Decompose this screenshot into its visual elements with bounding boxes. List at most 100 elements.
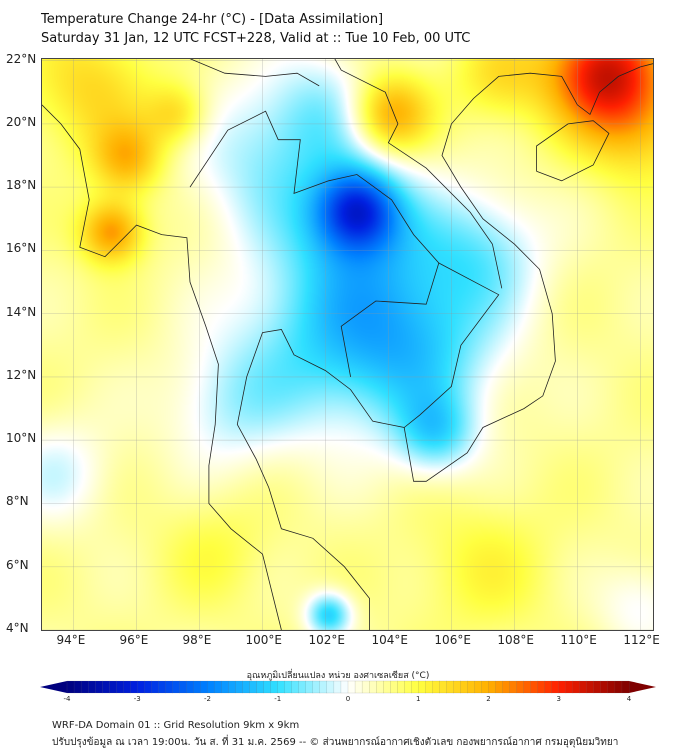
colorbar-segment (411, 680, 419, 694)
x-tick-label: 100°E (245, 633, 282, 647)
colorbar-segment (123, 680, 131, 694)
colorbar-segment (326, 680, 335, 694)
colorbar-segment (347, 680, 356, 694)
colorbar-segment (214, 680, 222, 694)
border-laos-vietnam (334, 59, 503, 289)
y-tick-label: 20°N (6, 114, 37, 129)
colorbar-segment (432, 680, 440, 694)
colorbar-tick-label: 3 (556, 695, 561, 703)
colorbar-segment (354, 680, 363, 694)
colorbar-segment (509, 680, 517, 694)
colorbar-segment (66, 680, 75, 694)
colorbar-segment (333, 680, 342, 694)
colorbar-segment (425, 680, 433, 694)
y-tick-label: 6°N (6, 557, 29, 572)
colorbar-segment (151, 680, 159, 694)
y-tick-label: 12°N (6, 367, 37, 382)
colorbar-segment (614, 680, 623, 694)
colorbar-segment (446, 680, 454, 694)
colorbar-segment (481, 680, 489, 694)
colorbar-segment (291, 680, 300, 694)
x-tick-label: 104°E (371, 633, 408, 647)
colorbar-tick-label: -2 (204, 695, 211, 703)
colorbar-segment (361, 680, 370, 694)
footer-update-info: ปรับปรุงข้อมูล ณ เวลา 19:00น. วัน ส. ที่… (52, 737, 619, 748)
colorbar-segment (495, 680, 503, 694)
colorbar-min-extend (40, 681, 67, 693)
colorbar-segment (376, 680, 384, 694)
colorbar-segment (179, 680, 187, 694)
colorbar-segment (600, 680, 609, 694)
colorbar-tick-label: 4 (626, 695, 632, 703)
colorbar-segment (558, 680, 567, 694)
y-tick-label: 14°N (6, 304, 37, 319)
colorbar-segment (109, 680, 117, 694)
border-thailand (189, 110, 440, 377)
map-overlay (42, 59, 653, 630)
colorbar-segment (221, 680, 229, 694)
colorbar-segment (607, 680, 616, 694)
colorbar-segment (502, 680, 510, 694)
colorbar-segment (565, 680, 574, 694)
colorbar-segment (551, 680, 560, 694)
map-subtitle: Saturday 31 Jan, 12 UTC FCST+228, Valid … (41, 31, 471, 46)
colorbar-segment (488, 680, 496, 694)
colorbar-segment (172, 680, 180, 694)
colorbar-segment (537, 680, 546, 694)
colorbar-segment (418, 680, 426, 694)
x-tick-label: 94°E (56, 633, 86, 647)
colorbar-segment (579, 680, 588, 694)
colorbar-segment (460, 680, 468, 694)
colorbar-segment (340, 680, 349, 694)
colorbar-segment (73, 680, 82, 694)
colorbar-segment (572, 680, 581, 694)
colorbar-segment (305, 680, 314, 694)
colorbar-segment (390, 680, 398, 694)
colorbar-tick-label: -4 (63, 695, 71, 703)
colorbar-segment (284, 680, 293, 694)
colorbar-segment (621, 680, 630, 694)
y-tick-label: 4°N (6, 621, 29, 635)
colorbar-segment (467, 680, 475, 694)
colorbar-segment (200, 680, 208, 694)
colorbar-segment (249, 680, 258, 694)
x-tick-label: 110°E (560, 633, 597, 647)
colorbar-tick-label: 0 (345, 695, 351, 703)
colorbar-segment (312, 680, 321, 694)
colorbar-label: อุณหภูมิเปลี่ยนแปลง หน่วย องศาเซลเซียส (… (246, 671, 430, 681)
colorbar-tick-label: 2 (486, 695, 491, 703)
colorbar-segment (193, 680, 201, 694)
footer-model-info: WRF-DA Domain 01 :: Grid Resolution 9km … (52, 720, 300, 731)
colorbar-segment (277, 680, 286, 694)
colorbar-segment (516, 680, 525, 694)
colorbar-segment (369, 680, 377, 694)
y-tick-label: 22°N (6, 51, 37, 66)
y-tick-label: 16°N (6, 241, 37, 256)
colorbar-segment (80, 680, 89, 694)
y-tick-label: 18°N (6, 178, 37, 193)
colorbar-segment (242, 680, 251, 694)
colorbar-segment (474, 680, 482, 694)
colorbar-tick-label: -1 (274, 695, 282, 703)
colorbar-segment (523, 680, 532, 694)
colorbar-segment (593, 680, 602, 694)
colorbar-tick-label: 1 (416, 695, 421, 703)
x-tick-label: 112°E (623, 633, 660, 647)
colorbar-segment (404, 680, 412, 694)
colorbar (40, 680, 656, 694)
map-title: Temperature Change 24-hr (°C) - [Data As… (41, 12, 384, 27)
colorbar-segment (165, 680, 173, 694)
x-tick-label: 98°E (182, 633, 212, 647)
colorbar-segment (453, 680, 461, 694)
colorbar-segment (130, 680, 138, 694)
colorbar-segment (439, 680, 447, 694)
colorbar-segment (256, 680, 265, 694)
colorbar-segment (95, 680, 103, 694)
colorbar-segment (270, 680, 279, 694)
colorbar-segment (158, 680, 166, 694)
coastline-hainan (536, 120, 610, 182)
colorbar-segment (102, 680, 110, 694)
colorbar-segment (186, 680, 194, 694)
colorbar-segment (228, 680, 236, 694)
colorbar-segment (530, 680, 539, 694)
